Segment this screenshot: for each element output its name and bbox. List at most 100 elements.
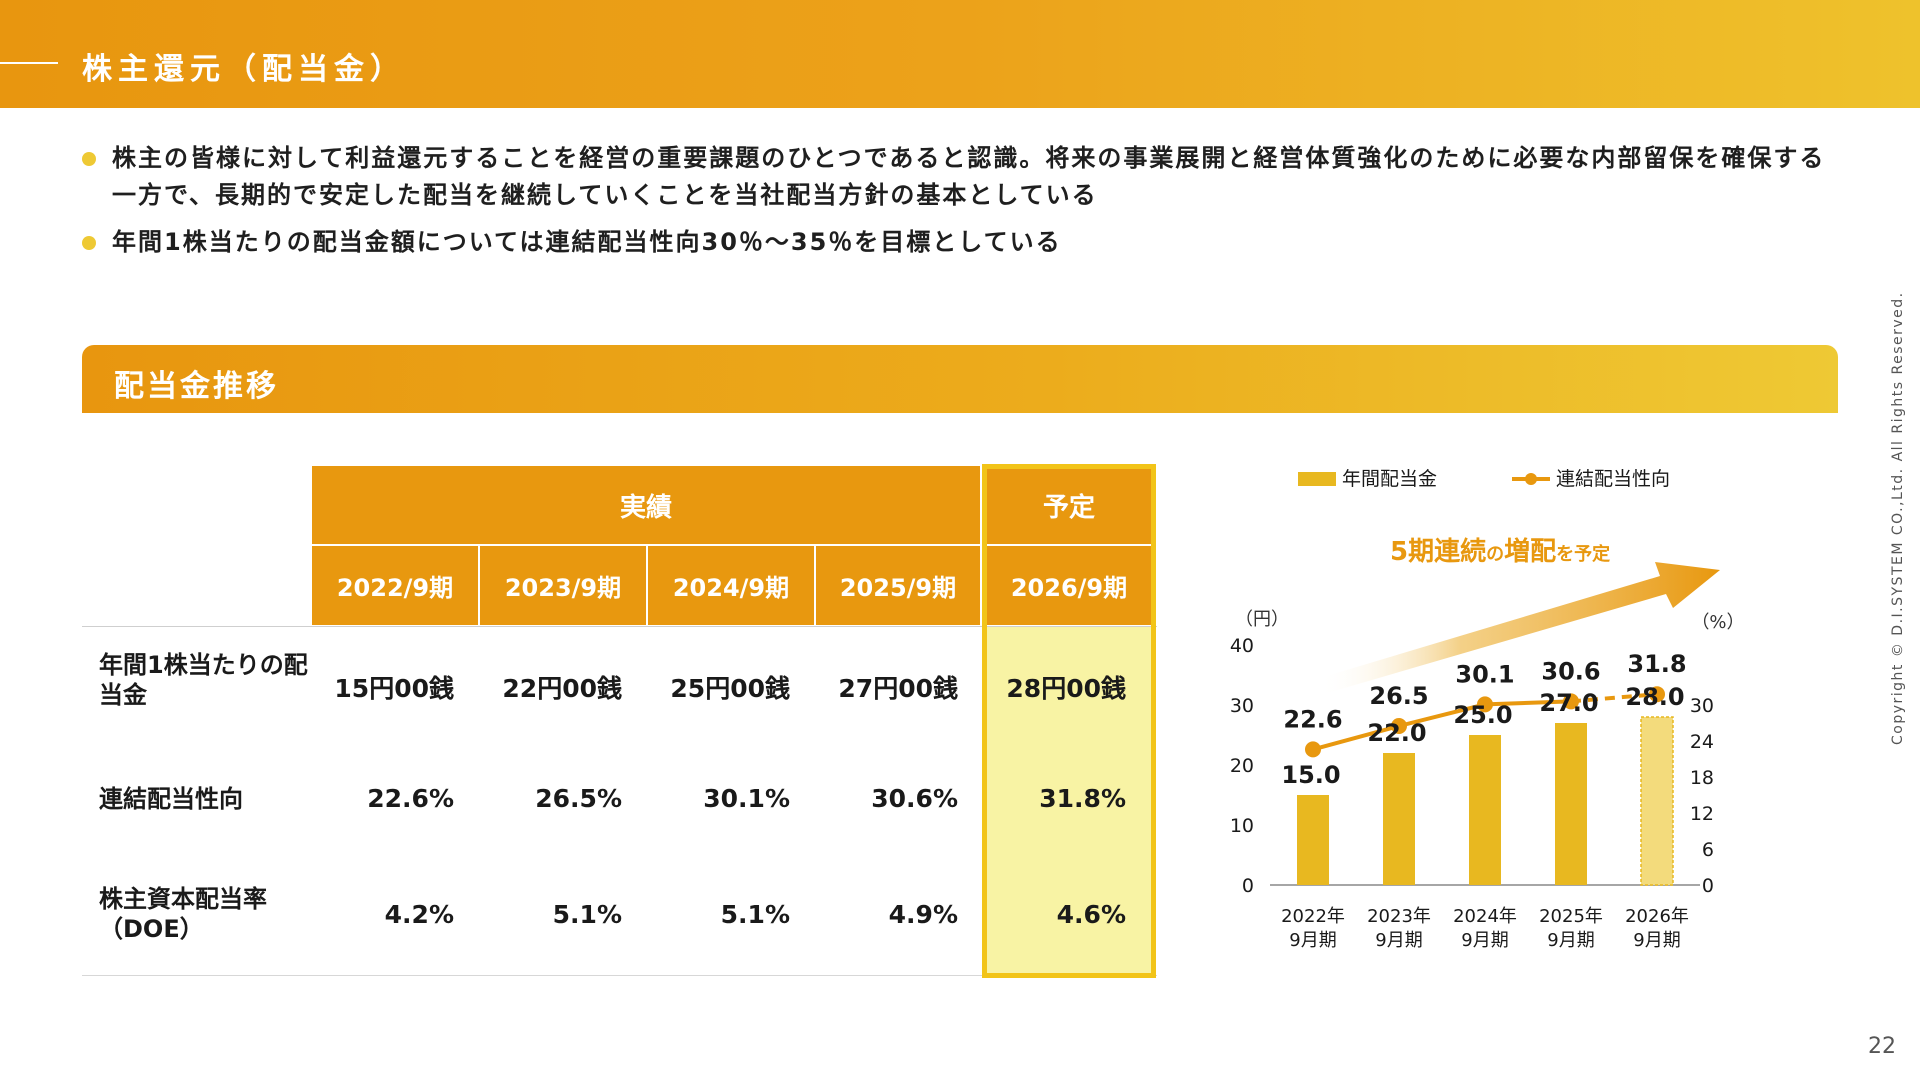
x-tick-label: 2023年	[1367, 906, 1431, 927]
table-cell: 31.8%	[1039, 784, 1126, 813]
x-tick-label: 9月期	[1375, 930, 1422, 951]
annotation-part: の	[1486, 544, 1504, 565]
legend-bar-swatch	[1298, 472, 1336, 486]
x-tick-label: 9月期	[1289, 930, 1336, 951]
bullet-item: 株主の皆様に対して利益還元することを経営の重要課題のひとつであると認識。将来の事…	[82, 140, 1842, 214]
x-tick-label: 2026年	[1625, 906, 1689, 927]
period-header: 2024/9期	[648, 546, 814, 625]
bar-value-label: 15.0	[1281, 761, 1340, 789]
section-header: 配当金推移	[82, 345, 1838, 413]
growth-arrow-shape	[1320, 562, 1720, 694]
page-number: 22	[1868, 1034, 1896, 1059]
bar	[1383, 753, 1415, 885]
dividend-table: 実績 予定 2022/9期 2023/9期 2024/9期 2025/9期 20…	[82, 464, 1157, 978]
dividend-chart: 年間配当金 連結配当性向 5期連続の増配を予定 （円） （%） 0 10 20 30 40 0 6…	[1230, 468, 1740, 951]
line-marker	[1391, 718, 1407, 734]
header-rule	[0, 62, 58, 64]
line-marker	[1305, 741, 1321, 758]
table-cell: 15円00銭	[334, 674, 454, 703]
line-series	[1305, 686, 1665, 758]
bar	[1555, 723, 1587, 885]
line-marker	[1649, 686, 1665, 703]
right-axis-tick: 6	[1702, 839, 1714, 861]
x-tick-label: 9月期	[1547, 930, 1594, 951]
period-header: 2026/9期	[982, 546, 1156, 625]
right-axis-tick: 24	[1690, 731, 1714, 753]
table-cell: 5.1%	[720, 900, 790, 929]
x-tick-label: 9月期	[1461, 930, 1508, 951]
line-value-label: 26.5	[1369, 682, 1428, 710]
left-axis-unit: （円）	[1235, 609, 1289, 630]
right-axis-unit: （%）	[1691, 612, 1740, 633]
line-path-forecast	[1570, 692, 1658, 704]
bar	[1469, 735, 1501, 885]
table-bottom-rule	[82, 975, 1157, 976]
bar	[1640, 716, 1674, 886]
legend-label-bar: 年間配当金	[1342, 468, 1437, 490]
table-cell: 4.2%	[384, 900, 454, 929]
page-title: 株主還元（配当金）	[82, 52, 406, 87]
right-axis-tick: 30	[1690, 695, 1714, 717]
table-cell: 30.1%	[703, 784, 790, 813]
table-cell: 5.1%	[552, 900, 622, 929]
legend-line-marker	[1525, 473, 1537, 485]
bar-value-label: 22.0	[1367, 719, 1426, 747]
x-tick-label: 2025年	[1539, 906, 1603, 927]
growth-arrow: 5期連続の増配を予定	[1320, 536, 1720, 694]
bullet-dot-icon	[82, 236, 96, 250]
row-label-dividend: 年間1株当たりの配当金	[99, 651, 308, 709]
header-band: 株主還元（配当金）	[0, 0, 1920, 108]
data-labels: 15.0 22.0 25.0 27.0 28.0 22.6 26.5 30.1 30.6 31.8	[1281, 650, 1686, 789]
bar-value-label: 27.0	[1539, 689, 1598, 717]
copyright-text: Copyright © D.I.SYSTEM CO.,Ltd. All Righ…	[1890, 291, 1906, 745]
bullet-list: 株主の皆様に対して利益還元することを経営の重要課題のひとつであると認識。将来の事…	[82, 140, 1842, 271]
table-cell: 4.9%	[888, 900, 958, 929]
right-axis-tick: 12	[1690, 803, 1714, 825]
bar-value-label: 25.0	[1453, 701, 1512, 729]
annotation-part: を予定	[1556, 543, 1610, 565]
left-axis-tick: 30	[1230, 695, 1254, 717]
annotation-part: 5期連続	[1390, 536, 1486, 567]
period-header: 2023/9期	[480, 546, 646, 625]
left-axis-tick: 10	[1230, 815, 1254, 837]
legend-label-line: 連結配当性向	[1556, 468, 1670, 490]
table-cell: 27円00銭	[838, 674, 958, 703]
right-axis-tick: 0	[1702, 875, 1714, 897]
line-value-label: 22.6	[1283, 705, 1342, 733]
row-divider	[82, 626, 1157, 627]
period-header: 2025/9期	[816, 546, 980, 625]
chart-axes: （円） （%） 0 10 20 30 40 0 6 12 18 24 30 2022年 9月期 2023年 9月…	[1230, 609, 1740, 951]
table-cell: 25円00銭	[670, 674, 790, 703]
bullet-dot-icon	[82, 152, 96, 166]
x-tick-label: 9月期	[1633, 930, 1680, 951]
line-value-label: 30.6	[1541, 657, 1600, 685]
line-value-label: 30.1	[1455, 660, 1514, 688]
period-header: 2022/9期	[312, 546, 478, 625]
section-title: 配当金推移	[114, 369, 279, 404]
bar-series	[1297, 716, 1674, 886]
header-actual: 実績	[312, 466, 980, 544]
line-marker	[1477, 696, 1493, 713]
table-cell: 26.5%	[535, 784, 622, 813]
header-forecast: 予定	[982, 466, 1156, 544]
bullet-text: 年間1株当たりの配当金額については連結配当性向30％～35％を目標としている	[112, 228, 1062, 256]
left-axis-tick: 20	[1230, 755, 1254, 777]
right-axis-tick: 18	[1690, 767, 1714, 789]
bar	[1297, 795, 1329, 885]
forecast-column-highlight	[984, 626, 1154, 976]
bar-value-label: 28.0	[1625, 683, 1684, 711]
bullet-text: 株主の皆様に対して利益還元することを経営の重要課題のひとつであると認識。将来の事…	[112, 144, 1826, 209]
line-path	[1312, 699, 1572, 752]
left-axis-tick: 0	[1242, 875, 1254, 897]
left-axis-tick: 40	[1230, 635, 1254, 657]
chart-legend: 年間配当金 連結配当性向	[1298, 468, 1670, 490]
table-cell: 4.6%	[1056, 900, 1126, 929]
table-cell: 28円00銭	[1006, 674, 1126, 703]
table-cell: 22.6%	[367, 784, 454, 813]
table-cell: 22円00銭	[502, 674, 622, 703]
x-tick-label: 2022年	[1281, 906, 1345, 927]
row-label-doe: 株主資本配当率（DOE）	[99, 885, 267, 943]
annotation-part: 増配	[1504, 537, 1556, 567]
bullet-item: 年間1株当たりの配当金額については連結配当性向30％～35％を目標としている	[82, 224, 1842, 261]
line-value-label: 31.8	[1627, 650, 1686, 678]
